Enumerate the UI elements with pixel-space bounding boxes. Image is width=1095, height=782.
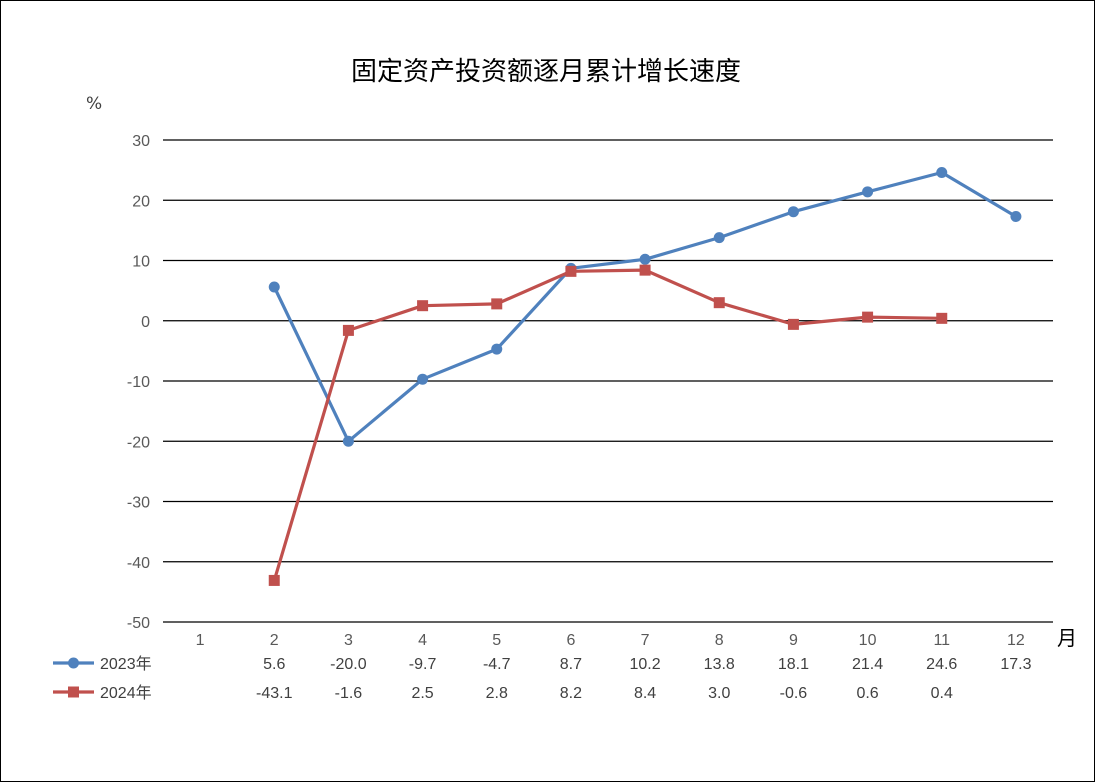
x-tick-label: 7 [641,632,650,649]
x-tick-label: 10 [859,632,877,649]
data-table-cell: 8.7 [560,656,582,673]
data-table-cell: -4.7 [483,656,511,673]
data-table-cell: 21.4 [852,656,883,673]
series-group [268,167,1022,586]
data-table-cell: 18.1 [778,656,809,673]
data-point [862,311,874,323]
series-1 [268,167,1022,447]
data-table-cell: 2.8 [486,685,508,702]
table-row-2: 2024年 -43.1 -1.6 2.5 2.8 8.2 8.4 3.0 -0.6 0.6 0.4 [53,684,953,702]
data-table-cell: -0.6 [780,685,808,702]
legend-marker [68,686,79,698]
legend-marker [68,657,79,669]
data-point [787,318,799,330]
x-tick-label: 3 [344,632,353,649]
data-table-cell: 10.2 [630,656,661,673]
y-tick-label: -10 [127,374,150,391]
data-table-cell: 8.4 [634,685,656,702]
x-tick-label: 8 [715,632,724,649]
data-table-cell: -9.7 [409,656,437,673]
data-point [787,206,799,218]
x-tick-label: 6 [566,632,575,649]
data-point [491,298,503,310]
series-2 [268,264,948,586]
data-point [417,373,429,385]
data-point [936,312,948,324]
data-point [936,167,948,179]
x-tick-label: 12 [1007,632,1025,649]
data-point [268,574,280,586]
data-point [713,232,725,244]
data-table-cell: 0.6 [856,685,878,702]
data-table-cell: 3.0 [708,685,730,702]
y-tick-label: -30 [127,495,150,512]
data-point [268,281,280,293]
data-table-cell: 8.2 [560,685,582,702]
table-row-1: 2023年 5.6 -20.0 -9.7 -4.7 8.7 10.2 13.8 18.1 21.4… [53,655,1032,673]
x-tick-label: 2 [270,632,279,649]
data-point [713,297,725,309]
legend-label: 2024年 [100,684,152,702]
data-table-cell: -43.1 [256,685,293,702]
gridlines [163,139,1053,623]
x-tick-label: 5 [492,632,501,649]
x-axis-ticks: 1 2 3 4 5 6 7 8 9 10 11 12 [196,632,1025,649]
series-line [272,268,942,581]
data-point [491,343,503,355]
y-tick-label: -50 [127,615,150,632]
y-tick-label: 30 [132,133,150,150]
x-tick-label: 9 [789,632,798,649]
data-point [342,324,354,336]
y-tick-label: -40 [127,555,150,572]
x-tick-label: 1 [196,632,205,649]
data-point [565,265,577,277]
y-unit-label: % [86,94,102,114]
data-table-cell: 5.6 [263,656,285,673]
data-point [639,253,651,265]
x-unit-label: 月 [1057,626,1077,650]
data-point [862,186,874,198]
x-tick-label: 4 [418,632,427,649]
chart-title: 固定资产投资额逐月累计增长速度 [351,57,741,87]
y-tick-label: 20 [132,193,150,210]
data-table-cell: 0.4 [931,685,953,702]
data-point [417,300,429,312]
data-table-cell: 2.5 [411,685,433,702]
legend-label: 2023年 [100,655,152,673]
data-table-cell: 17.3 [1000,656,1031,673]
data-table-cell: -1.6 [335,685,363,702]
y-tick-label: 0 [141,314,150,331]
data-table-cell: 13.8 [704,656,735,673]
y-axis-ticks: 30 20 10 0 -10 -20 -30 -40 -50 [127,133,150,632]
data-point [1010,211,1022,223]
data-point [639,264,651,276]
series-line [272,170,1017,443]
y-tick-label: -20 [127,434,150,451]
data-point [342,435,354,447]
data-table-cell: -20.0 [330,656,367,673]
x-tick-label: 11 [933,632,950,649]
data-table: 2023年 5.6 -20.0 -9.7 -4.7 8.7 10.2 13.8 18.1 21.4… [53,655,1032,702]
data-table-cell: 24.6 [926,656,957,673]
y-tick-label: 10 [132,254,150,271]
